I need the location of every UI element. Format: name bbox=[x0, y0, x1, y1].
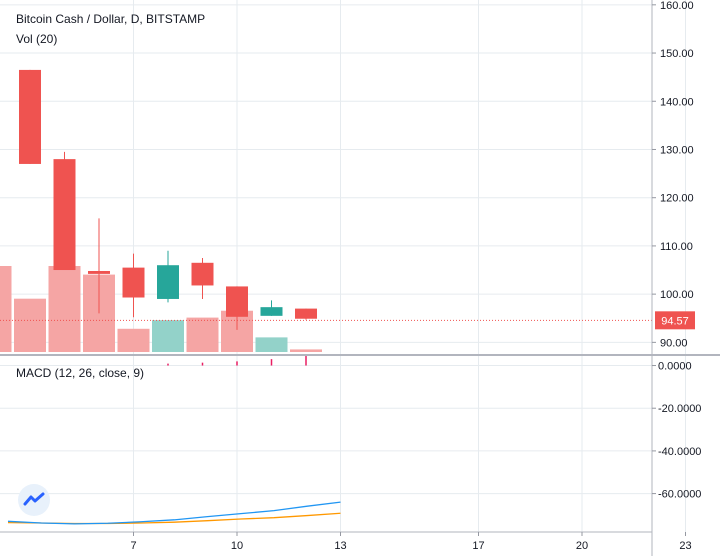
price-tick-label: 160.00 bbox=[660, 0, 694, 12]
volume-bar bbox=[152, 320, 184, 352]
macd-tick-label: -40.0000 bbox=[658, 446, 701, 458]
price-tick-label: 110.00 bbox=[660, 241, 693, 253]
candle-body bbox=[157, 265, 179, 299]
volume-bar bbox=[0, 266, 12, 352]
macd-tick-label: -20.0000 bbox=[658, 403, 701, 415]
candles bbox=[19, 69, 317, 330]
tradingview-logo-icon[interactable] bbox=[18, 484, 50, 516]
volume-label: Vol (20) bbox=[16, 32, 58, 46]
volume-bar bbox=[255, 337, 288, 352]
macd-line bbox=[7, 501, 341, 525]
volume-bar bbox=[117, 328, 150, 352]
price-tick-label: 130.00 bbox=[660, 144, 694, 156]
x-tick-label: 7 bbox=[130, 540, 136, 552]
price-tick-label: 100.00 bbox=[660, 289, 694, 301]
candle-body bbox=[191, 262, 214, 286]
volume-bar bbox=[186, 317, 219, 352]
price-tick-label: 150.00 bbox=[660, 48, 694, 60]
volume-bars bbox=[0, 266, 322, 352]
candle-body bbox=[19, 69, 41, 164]
volume-bar bbox=[48, 266, 81, 352]
x-tick-label: 17 bbox=[472, 540, 484, 552]
volume-bar bbox=[14, 298, 46, 352]
last-price-tag bbox=[655, 311, 695, 330]
macd-series bbox=[7, 354, 341, 525]
price-tick-label: 140.00 bbox=[660, 96, 694, 108]
volume-bar bbox=[290, 349, 322, 352]
last-price-label: 94.57 bbox=[661, 315, 689, 327]
price-tick-label: 120.00 bbox=[660, 193, 694, 205]
candle-body bbox=[88, 270, 110, 274]
grid-lines bbox=[0, 0, 686, 532]
x-tick-label: 13 bbox=[334, 540, 346, 552]
x-tick-label: 10 bbox=[231, 540, 243, 552]
macd-tick-label: 0.0000 bbox=[658, 361, 692, 373]
candle-body bbox=[53, 159, 76, 271]
macd-tick-label: -60.0000 bbox=[658, 489, 701, 501]
candle-body bbox=[295, 308, 317, 319]
macd-signal-line bbox=[7, 512, 341, 525]
macd-label: MACD (12, 26, close, 9) bbox=[16, 366, 145, 380]
chart-title: Bitcoin Cash / Dollar, D, BITSTAMP bbox=[16, 12, 206, 26]
candle-body bbox=[122, 267, 145, 298]
x-tick-label: 23 bbox=[679, 540, 691, 552]
candle-body bbox=[260, 307, 283, 316]
x-tick-label: 20 bbox=[576, 540, 588, 552]
price-tick-label: 90.00 bbox=[660, 337, 688, 349]
candle-body bbox=[226, 286, 248, 317]
